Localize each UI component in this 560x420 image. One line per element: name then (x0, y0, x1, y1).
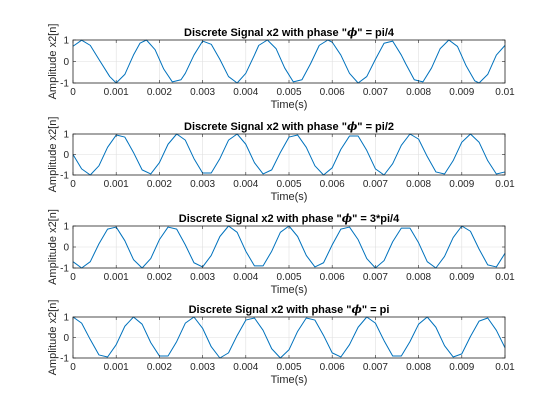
panel-2-xtick-label: 0.001 (104, 179, 129, 190)
panel-4-ytick-label: 1 (63, 313, 69, 324)
panel-4-xtick-label: 0.002 (147, 362, 172, 373)
panel-2-y-axis-label: Amplitude x2[n] (47, 117, 59, 193)
panel-4-y-axis-label: Amplitude x2[n] (47, 300, 59, 376)
panel-3-title: Discrete Signal x2 with phase "ϕ" = 3*pi… (179, 212, 400, 225)
panel-3-xtick-label: 0.009 (449, 272, 474, 283)
panel-1-xtick-label: 0 (70, 87, 76, 98)
panel-4-title: Discrete Signal x2 with phase "ϕ" = pi (189, 303, 390, 316)
panel-2-xtick-label: 0.004 (233, 179, 258, 190)
panel-4-xtick-label: 0.009 (449, 362, 474, 373)
panel-1-ytick-label: -1 (60, 79, 69, 90)
panel-2-ytick-label: -1 (60, 171, 69, 182)
panel-4-ytick-label: -1 (60, 354, 69, 365)
panel-3-xtick-label: 0.002 (147, 272, 172, 283)
panel-4-xtick-label: 0.005 (276, 362, 301, 373)
panel-2-xtick-label: 0.008 (406, 179, 431, 190)
panel-1-series-line-1 (72, 39, 506, 84)
panel-4-x-axis-label: Time(s) (271, 374, 308, 386)
panel-3-xtick-label: 0.007 (363, 272, 388, 283)
panel-2-xtick-label: 0.01 (495, 179, 515, 190)
panel-3-x-axis-label: Time(s) (271, 284, 308, 296)
panel-3-y-axis-label: Amplitude x2[n] (47, 209, 59, 285)
panel-4-xtick-label: 0.006 (320, 362, 345, 373)
panel-4-series-line-1 (72, 316, 506, 359)
panel-4-xtick-label: 0.003 (190, 362, 215, 373)
panel-1: 0 0.001 0.002 0.003 0.004 0.005 0.006 0.007 0.00… (47, 24, 515, 111)
panel-1-title: Discrete Signal x2 with phase "ϕ" = pi/4 (184, 26, 395, 39)
panel-1-xtick-label: 0.001 (104, 87, 129, 98)
panel-2-series-line-1 (72, 133, 506, 176)
panel-2-ytick-label: 0 (63, 150, 69, 161)
panel-4-xtick-label: 0.004 (233, 362, 258, 373)
panel-4-ytick-label: 0 (63, 333, 69, 344)
panel-3-xtick-label: 0.008 (406, 272, 431, 283)
panel-3-xtick-label: 0.01 (495, 272, 515, 283)
panel-2-xtick-label: 0.006 (320, 179, 345, 190)
panel-3-xtick-label: 0.006 (320, 272, 345, 283)
panel-1-xtick-label: 0.01 (495, 87, 515, 98)
panel-2-xtick-label: 0.002 (147, 179, 172, 190)
panel-3-xtick-label: 0.005 (276, 272, 301, 283)
panel-3: 0 0.001 0.002 0.003 0.004 0.005 0.006 0.007 0.00… (47, 209, 515, 296)
panel-3-xtick-label: 0.004 (233, 272, 258, 283)
panel-4-xtick-label: 0.001 (104, 362, 129, 373)
panel-3-xtick-label: 0.001 (104, 272, 129, 283)
panel-1-xtick-label: 0.008 (406, 87, 431, 98)
panel-2-xtick-label: 0 (70, 179, 76, 190)
panel-3-xtick-label: 0 (70, 272, 76, 283)
panel-1-y-axis-label: Amplitude x2[n] (47, 24, 59, 100)
panel-1-xtick-label: 0.005 (276, 87, 301, 98)
panel-1-ytick-label: 0 (63, 57, 69, 68)
panel-1-x-axis-label: Time(s) (271, 99, 308, 111)
panel-2-x-axis-label: Time(s) (271, 191, 308, 203)
panel-1-ytick-label: 1 (63, 36, 69, 47)
panel-1-xtick-label: 0.003 (190, 87, 215, 98)
panel-4-xtick-label: 0.007 (363, 362, 388, 373)
panel-2-xtick-label: 0.007 (363, 179, 388, 190)
panel-4-xtick-label: 0.008 (406, 362, 431, 373)
panel-2-xtick-label: 0.005 (276, 179, 301, 190)
panel-3-ytick-label: 1 (63, 222, 69, 233)
panel-3-ytick-label: -1 (60, 264, 69, 275)
panel-4-xtick-label: 0 (70, 362, 76, 373)
panel-3-ytick-label: 0 (63, 243, 69, 254)
panel-1-xtick-label: 0.002 (147, 87, 172, 98)
panel-2-title: Discrete Signal x2 with phase "ϕ" = pi/2 (184, 120, 394, 133)
panel-1-xtick-label: 0.007 (363, 87, 388, 98)
panel-2-ytick-label: 1 (63, 130, 69, 141)
panel-3-xtick-label: 0.003 (190, 272, 215, 283)
panel-4-xtick-label: 0.01 (495, 362, 515, 373)
panel-2: 0 0.001 0.002 0.003 0.004 0.005 0.006 0.007 0.00… (47, 117, 515, 203)
panel-4: 0 0.001 0.002 0.003 0.004 0.005 0.006 0.007 0.00… (47, 300, 515, 386)
panel-1-xtick-label: 0.009 (449, 87, 474, 98)
panel-2-xtick-label: 0.003 (190, 179, 215, 190)
panel-1-xtick-label: 0.004 (233, 87, 258, 98)
panel-2-xtick-label: 0.009 (449, 179, 474, 190)
panel-1-xtick-label: 0.006 (320, 87, 345, 98)
